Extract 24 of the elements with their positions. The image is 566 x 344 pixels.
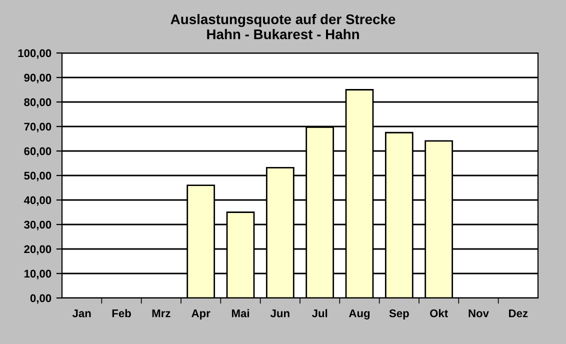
y-tick-label: 60,00 [24,147,52,157]
y-tick-label: 20,00 [24,245,52,255]
y-tick-label: 40,00 [24,196,52,206]
y-tick-label: 80,00 [24,98,52,108]
x-tick-label: Apr [192,310,210,320]
y-tick-label: 10,00 [24,270,52,280]
x-tick-label: Jun [270,310,290,318]
x-tick-label: Jul [312,309,328,318]
y-tick-label: 0,00 [30,294,52,304]
x-tick-label: Aug [348,309,370,320]
x-tick-label: Dez [509,310,528,318]
y-tick-label: 50,00 [24,172,52,182]
x-tick-label: Mai [232,309,249,318]
x-tick-label: Nov [468,310,489,318]
y-tick-label: 30,00 [24,220,52,230]
x-tick-label: Okt [430,309,448,318]
x-tick-label: Feb [112,309,131,318]
chart-title: Auslastungsquote auf der Strecke Hahn - Bukarest - Hahn [170,14,396,40]
y-tick-label: 90,00 [24,74,52,84]
x-tick-label: Sep [389,309,409,320]
y-tick-label: 100,00 [18,49,52,59]
x-tick-label: Jan [72,310,91,318]
x-tick-label: Mrz [152,310,170,318]
y-tick-label: 70,00 [24,122,52,132]
